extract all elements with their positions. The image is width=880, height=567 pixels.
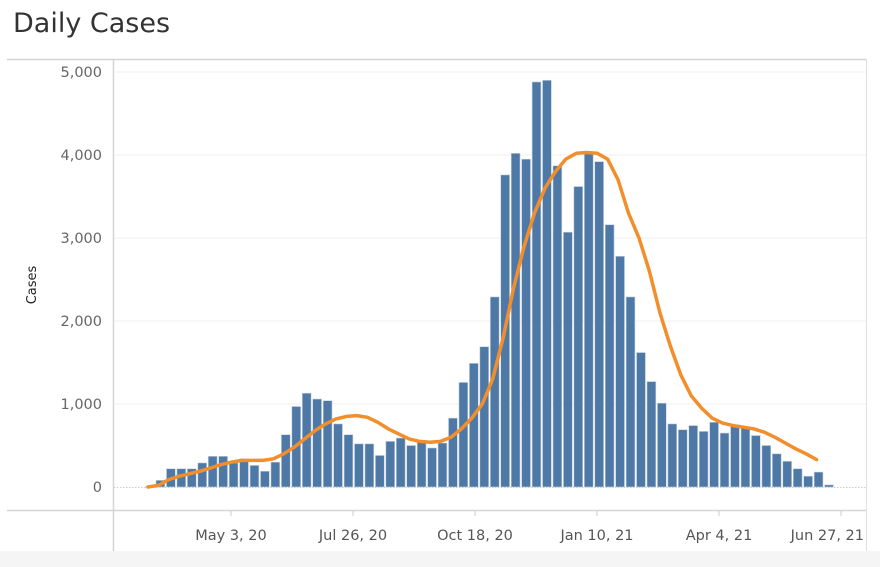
bar [552, 165, 563, 488]
bar [573, 186, 584, 488]
bar [187, 468, 197, 488]
bar [239, 458, 249, 488]
bar [636, 352, 646, 488]
bar [479, 346, 490, 488]
y-tick-label: 3,000 [60, 231, 102, 247]
bar [646, 381, 657, 488]
y-tick-label: 0 [93, 480, 102, 496]
bar [448, 417, 458, 488]
bar [249, 465, 260, 488]
bar [354, 443, 364, 488]
y-tick-label: 4,000 [60, 148, 102, 164]
bar [406, 445, 416, 488]
bar [395, 437, 406, 488]
bar [563, 231, 573, 488]
bar [375, 455, 385, 488]
bar [803, 475, 813, 488]
bar [427, 447, 437, 488]
bar [709, 421, 719, 488]
x-axis-ticks: May 3, 20 Jul 26, 20 Oct 18, 20 Jan 10, 21 A… [195, 511, 864, 544]
bar [667, 423, 678, 488]
bar [740, 427, 751, 488]
bar [761, 445, 772, 488]
x-tick-label: Oct 18, 20 [437, 528, 513, 544]
bar [824, 484, 834, 488]
bar [698, 431, 709, 488]
bar [604, 224, 615, 488]
bar [657, 402, 667, 488]
bar [782, 460, 792, 488]
bar [312, 398, 322, 488]
bar [594, 161, 604, 488]
y-tick-label: 2,000 [60, 314, 102, 330]
bar [615, 255, 625, 488]
bar [260, 470, 270, 488]
y-axis-label: Cases [25, 265, 40, 304]
x-tick-label: Apr 4, 21 [686, 528, 753, 544]
bar [584, 153, 594, 488]
chart-title: Daily Cases [13, 8, 171, 39]
bar [521, 158, 531, 488]
y-tick-label: 1,000 [60, 397, 102, 413]
bar [218, 455, 228, 488]
bar [458, 382, 469, 488]
bar [688, 425, 698, 488]
bar [625, 296, 636, 488]
bar [207, 455, 218, 488]
trend-line [146, 150, 819, 489]
bar [333, 423, 343, 488]
footer-strip [0, 551, 880, 567]
bar [792, 468, 803, 488]
bar [385, 441, 395, 488]
x-tick-label: Jan 10, 21 [559, 528, 633, 544]
bar [437, 442, 448, 488]
bar [772, 453, 782, 488]
bar [364, 443, 375, 488]
bar [542, 80, 552, 488]
bar [489, 296, 500, 488]
bar [531, 81, 542, 488]
bar [281, 434, 291, 488]
bar [197, 462, 207, 488]
bar [228, 462, 239, 488]
bar [270, 461, 281, 488]
bar [813, 471, 824, 488]
x-tick-label: Jun 27, 21 [790, 528, 864, 544]
bar [730, 424, 740, 488]
bar [469, 363, 479, 488]
x-tick-label: Jul 26, 20 [318, 528, 387, 544]
bar [322, 400, 333, 488]
bar [416, 441, 427, 488]
bar [751, 435, 761, 488]
y-axis-ticks: 0 1,000 2,000 3,000 4,000 5,000 [60, 65, 102, 496]
chart-frame [7, 58, 867, 551]
bar [678, 429, 688, 488]
bar [510, 153, 521, 488]
x-tick-label: May 3, 20 [195, 528, 266, 544]
bar [719, 432, 730, 488]
bars [145, 80, 834, 488]
bar [343, 434, 354, 488]
y-tick-label: 5,000 [60, 65, 102, 81]
